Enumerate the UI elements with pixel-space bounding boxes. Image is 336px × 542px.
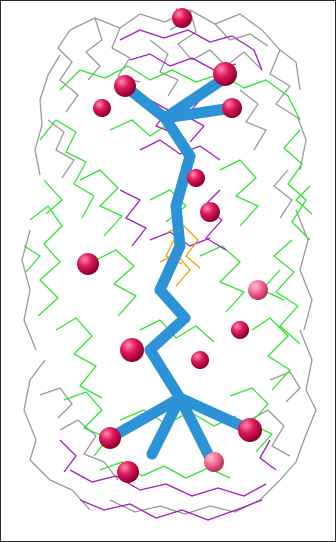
ligand-atoms (77, 8, 268, 483)
ligand-bonds (104, 72, 252, 464)
magenta-density-mesh (59, 29, 277, 521)
